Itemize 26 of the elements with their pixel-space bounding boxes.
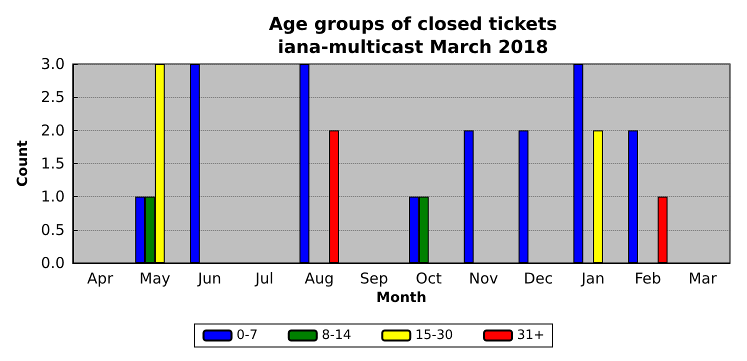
- x-tick-label: Sep: [360, 270, 388, 288]
- x-tick-label: Dec: [524, 270, 553, 288]
- x-tick-label: Nov: [468, 270, 498, 288]
- y-tick-label: 2.0: [40, 121, 65, 140]
- x-tick-label: Mar: [688, 270, 718, 288]
- y-tick-label: 1.5: [40, 154, 65, 172]
- x-tick-label: Jun: [196, 270, 222, 288]
- x-tick-label: Apr: [87, 270, 114, 288]
- legend-label: 8-14: [322, 328, 352, 343]
- x-tick-label: Aug: [304, 270, 334, 288]
- y-tick-label: 3.0: [40, 55, 65, 73]
- legend-label: 31+: [517, 328, 544, 343]
- x-tick-label: May: [139, 270, 171, 288]
- x-tick-label: Oct: [416, 270, 442, 288]
- y-tick-label: 2.5: [40, 88, 65, 106]
- x-tick-label: Jan: [580, 270, 605, 288]
- chart-title: Age groups of closed tickets iana-multicast March 2018: [268, 14, 558, 58]
- legend-label: 0-7: [236, 328, 258, 343]
- y-tick-label: 0.0: [40, 254, 65, 272]
- y-axis-title: Count: [15, 140, 31, 187]
- x-tick-label: Jul: [254, 270, 274, 288]
- x-tick-label: Feb: [634, 270, 662, 288]
- y-tick-label: 0.5: [40, 220, 65, 239]
- x-axis-title: Month: [376, 290, 426, 306]
- legend-label: 15-30: [415, 328, 454, 343]
- y-tick-label: 1.0: [40, 188, 65, 206]
